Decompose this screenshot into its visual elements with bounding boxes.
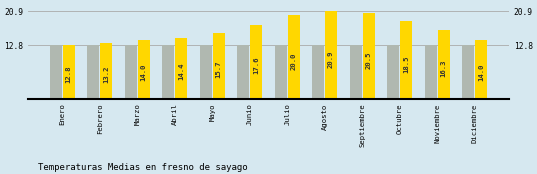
Text: 14.0: 14.0 xyxy=(478,64,484,81)
Bar xyxy=(63,45,75,99)
Bar xyxy=(313,45,324,99)
Bar xyxy=(200,45,212,99)
Bar xyxy=(275,45,287,99)
Bar xyxy=(288,15,300,99)
Text: 14.0: 14.0 xyxy=(141,64,147,81)
Bar xyxy=(50,45,62,99)
Bar xyxy=(438,30,449,99)
Bar xyxy=(100,43,112,99)
Text: Temperaturas Medias en fresno de sayago: Temperaturas Medias en fresno de sayago xyxy=(38,163,247,172)
Bar xyxy=(475,40,487,99)
Bar xyxy=(425,45,437,99)
Bar xyxy=(362,13,375,99)
Bar xyxy=(175,38,187,99)
Bar xyxy=(213,33,224,99)
Bar xyxy=(250,25,262,99)
Bar xyxy=(162,45,175,99)
Bar xyxy=(400,21,412,99)
Text: 20.9: 20.9 xyxy=(328,50,334,68)
Text: 13.2: 13.2 xyxy=(103,65,109,82)
Bar xyxy=(350,45,362,99)
Bar xyxy=(462,45,474,99)
Text: 14.4: 14.4 xyxy=(178,63,184,80)
Bar xyxy=(125,45,137,99)
Text: 16.3: 16.3 xyxy=(441,59,447,77)
Text: 15.7: 15.7 xyxy=(216,60,222,78)
Text: 18.5: 18.5 xyxy=(403,55,409,73)
Bar xyxy=(137,40,150,99)
Text: 20.0: 20.0 xyxy=(291,52,296,70)
Text: 20.5: 20.5 xyxy=(366,51,372,69)
Bar xyxy=(387,45,400,99)
Bar xyxy=(325,11,337,99)
Bar xyxy=(237,45,249,99)
Bar xyxy=(88,45,99,99)
Text: 12.8: 12.8 xyxy=(66,66,71,83)
Text: 17.6: 17.6 xyxy=(253,57,259,74)
